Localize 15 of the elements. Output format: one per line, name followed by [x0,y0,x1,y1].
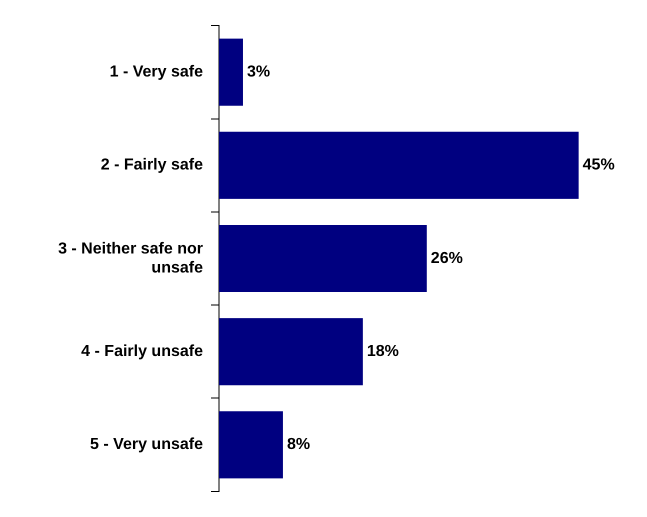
data-label: 8% [286,436,310,454]
bar [219,132,579,199]
bar [219,318,363,386]
data-label: 26% [430,250,463,267]
y-tick-label: 5 - Very unsafe [90,436,204,454]
y-tick-label: 1 - Very safe [110,64,204,81]
data-label: 45% [582,156,615,174]
y-tick-label: 4 - Fairly unsafe [81,343,204,360]
data-label: 18% [366,343,399,360]
data-label: 3% [246,64,270,81]
y-tick-label: 3 - Neither safe nor unsafe [58,240,204,277]
y-tick-label: 2 - Fairly safe [100,156,204,174]
bar [219,38,243,106]
bar [219,224,427,292]
bar [219,411,283,478]
